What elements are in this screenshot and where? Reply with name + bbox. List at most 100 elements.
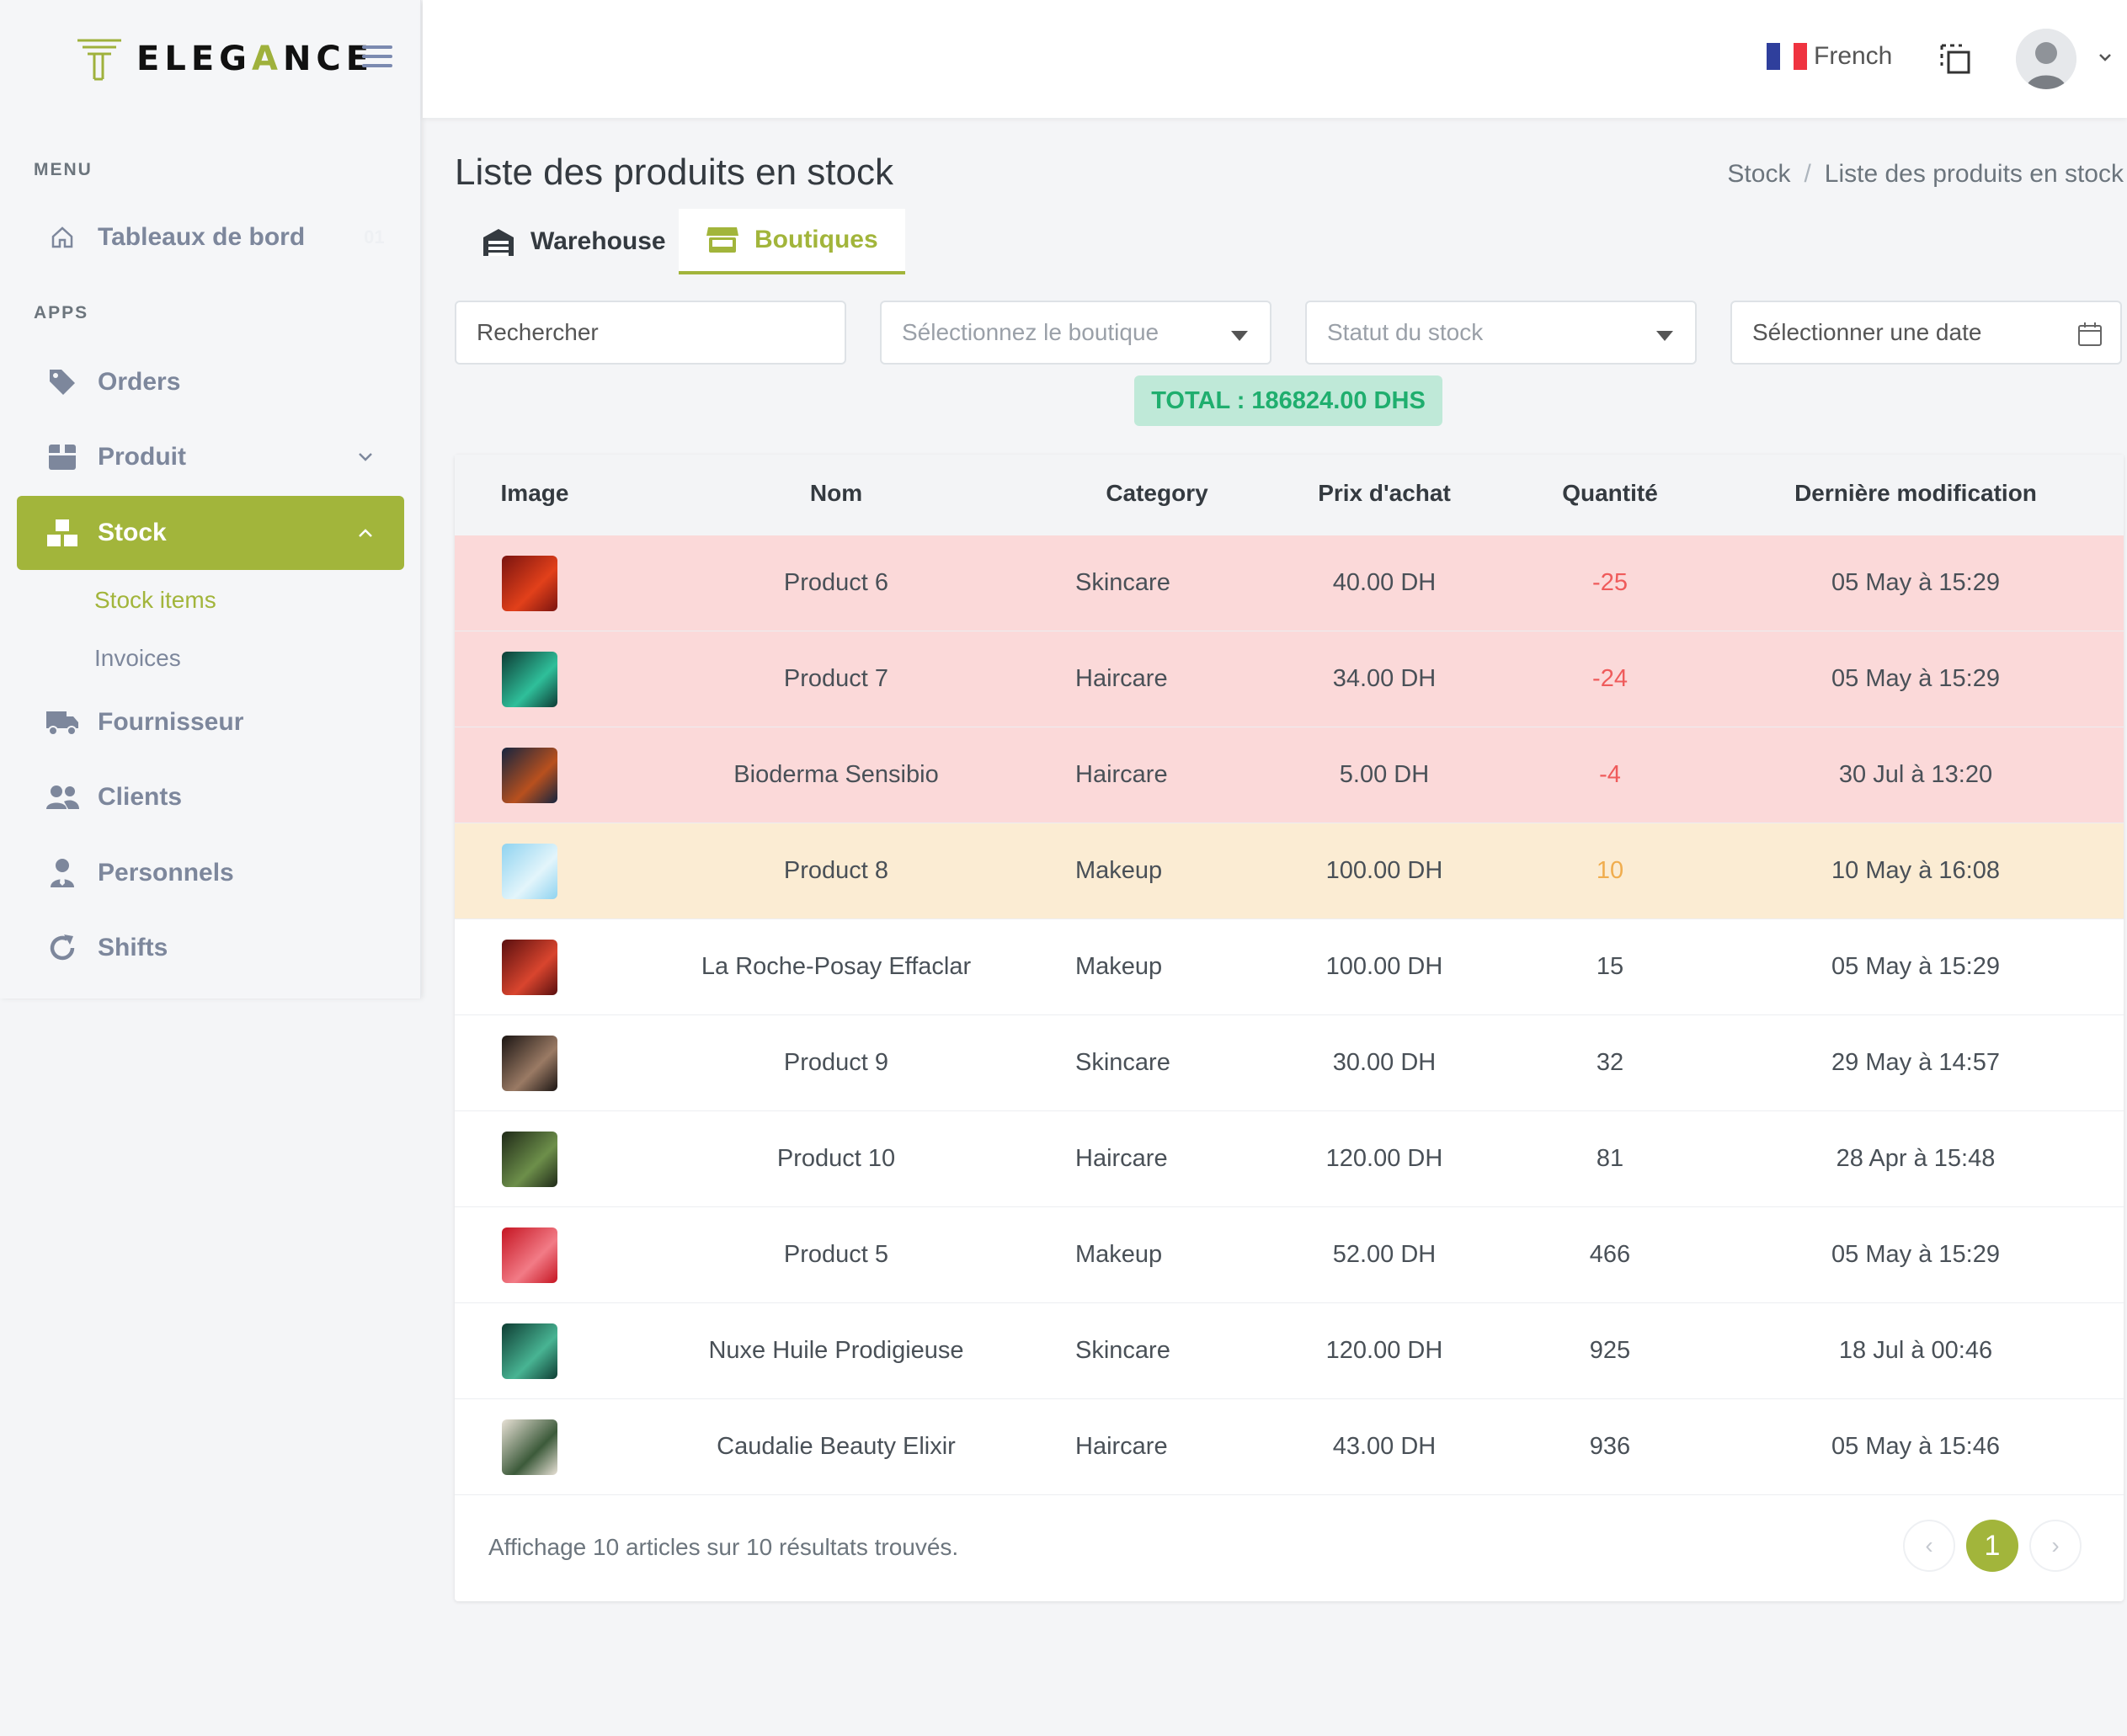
product-thumbnail	[502, 844, 557, 899]
table-row[interactable]: Product 8 Makeup 100.00 DH 10 10 May à 16:08	[455, 823, 2124, 919]
calendar-icon[interactable]	[2076, 321, 2103, 348]
store-icon	[706, 227, 738, 253]
pagination-page-1[interactable]: 1	[1966, 1520, 2018, 1572]
dashboard-badge: 01	[364, 226, 385, 248]
product-name: Product 7	[783, 665, 889, 692]
pagination-next-button[interactable]: ›	[2029, 1520, 2082, 1572]
product-last-modified: 05 May à 15:29	[1831, 665, 2000, 692]
tab-warehouse[interactable]: Warehouse	[455, 209, 693, 274]
sidebar-item-label: Clients	[98, 783, 183, 811]
table-row[interactable]: Product 7 Haircare 34.00 DH -24 05 May à 15:…	[455, 631, 2124, 727]
sidebar-item-clients[interactable]: Clients	[17, 760, 404, 834]
product-quantity: 15	[1596, 953, 1624, 980]
boutique-select[interactable]: Sélectionnez le boutique	[880, 301, 1271, 365]
language-selector[interactable]: French	[1767, 42, 1892, 71]
warehouse-icon	[483, 229, 514, 256]
date-picker-input[interactable]: Sélectionner une date	[1730, 301, 2122, 365]
tab-label: Boutiques	[754, 226, 878, 253]
date-placeholder: Sélectionner une date	[1752, 319, 1982, 345]
search-input[interactable]: Rechercher	[455, 301, 846, 365]
boxes-icon	[45, 516, 79, 550]
product-name: Product 9	[783, 1049, 889, 1076]
chevron-down-icon	[359, 453, 372, 461]
tag-icon	[45, 365, 79, 399]
users-icon	[45, 780, 79, 814]
brand-logo-icon	[77, 39, 121, 81]
product-price: 34.00 DH	[1332, 665, 1437, 692]
breadcrumb-separator: /	[1804, 160, 1811, 188]
breadcrumb: Stock / Liste des produits en stock	[1727, 160, 2124, 189]
status-placeholder: Statut du stock	[1327, 319, 1484, 345]
product-name: Caudalie Beauty Elixir	[717, 1433, 956, 1460]
stock-status-select[interactable]: Statut du stock	[1305, 301, 1697, 365]
product-thumbnail	[502, 1323, 557, 1379]
product-last-modified: 05 May à 15:46	[1831, 1433, 2000, 1460]
user-avatar[interactable]	[2016, 29, 2076, 89]
product-category: Haircare	[1075, 1145, 1168, 1172]
product-name: La Roche-Posay Effaclar	[701, 953, 972, 980]
table-row[interactable]: Product 9 Skincare 30.00 DH 32 29 May à 14:5…	[455, 1015, 2124, 1111]
table-row[interactable]: Caudalie Beauty Elixir Haircare 43.00 DH 93…	[455, 1399, 2124, 1495]
table-row[interactable]: Product 10 Haircare 120.00 DH 81 28 Apr à 15…	[455, 1111, 2124, 1207]
sidebar-subitem-stock-items[interactable]: Stock items	[94, 587, 216, 613]
product-category: Makeup	[1075, 857, 1163, 884]
truck-icon	[45, 706, 79, 739]
sidebar-item-label: Fournisseur	[98, 708, 244, 736]
avatar-icon	[2016, 29, 2076, 89]
brand-logo[interactable]: ELEGANCE	[76, 34, 374, 84]
page-title: Liste des produits en stock	[455, 152, 893, 193]
product-category: Haircare	[1075, 1433, 1168, 1460]
product-price: 100.00 DH	[1325, 953, 1443, 980]
sidebar-item-fournisseur[interactable]: Fournisseur	[17, 685, 404, 759]
product-last-modified: 18 Jul à 00:46	[1838, 1337, 1993, 1364]
table-row[interactable]: Bioderma Sensibio Haircare 5.00 DH -4 30 Jul…	[455, 727, 2124, 823]
sidebar-item-label: Tableaux de bord	[98, 223, 306, 251]
pagination-prev-button[interactable]: ‹	[1903, 1520, 1955, 1572]
table-row[interactable]: Product 6 Skincare 40.00 DH -25 05 May à 15:…	[455, 535, 2124, 631]
france-flag-icon	[1767, 43, 1807, 70]
sidebar-item-shifts[interactable]: Shifts	[17, 911, 404, 985]
product-last-modified: 05 May à 15:29	[1831, 1241, 2000, 1268]
column-header-image: Image	[500, 480, 569, 506]
sidebar-item-orders[interactable]: Orders	[17, 345, 404, 419]
sidebar-item-personnels[interactable]: Personnels	[17, 836, 404, 910]
product-price: 30.00 DH	[1332, 1049, 1437, 1076]
product-last-modified: 10 May à 16:08	[1831, 857, 2000, 884]
product-category: Makeup	[1075, 1241, 1163, 1268]
column-header-nom: Nom	[809, 480, 863, 506]
product-category: Skincare	[1075, 1337, 1170, 1364]
sidebar-item-stock[interactable]: Stock	[17, 496, 404, 570]
redo-icon	[45, 931, 79, 965]
sidebar-item-produit[interactable]: Produit	[17, 420, 404, 494]
sidebar-item-dashboard[interactable]: Tableaux de bord 01	[17, 200, 404, 274]
product-name: Product 10	[776, 1145, 896, 1172]
table-row[interactable]: La Roche-Posay Effaclar Makeup 100.00 DH 15…	[455, 919, 2124, 1015]
breadcrumb-item-stock[interactable]: Stock	[1727, 160, 1791, 188]
product-quantity: -25	[1592, 569, 1628, 596]
table-row[interactable]: Nuxe Huile Prodigieuse Skincare 120.00 DH 9…	[455, 1303, 2124, 1399]
sidebar-item-label: Shifts	[98, 934, 168, 961]
product-thumbnail	[502, 1036, 557, 1091]
product-last-modified: 05 May à 15:29	[1831, 953, 2000, 980]
tab-boutiques[interactable]: Boutiques	[679, 209, 905, 274]
fullscreen-icon[interactable]	[1938, 42, 1972, 76]
menu-section-title: MENU	[34, 160, 93, 179]
product-price: 52.00 DH	[1332, 1241, 1437, 1268]
menu-toggle-icon[interactable]	[362, 45, 392, 71]
table-row[interactable]: Product 5 Makeup 52.00 DH 466 05 May à 15:29	[455, 1207, 2124, 1303]
product-price: 120.00 DH	[1325, 1337, 1443, 1364]
sidebar-item-label: Personnels	[98, 859, 234, 887]
product-name: Product 8	[783, 857, 889, 884]
column-header-category: Category	[1106, 480, 1208, 506]
table-header: Image Nom Category Prix d'achat Quantité Dern…	[455, 455, 2124, 535]
product-name: Nuxe Huile Prodigieuse	[708, 1337, 964, 1364]
sidebar-subitem-invoices[interactable]: Invoices	[94, 645, 181, 671]
sidebar-item-label: Produit	[98, 443, 186, 471]
product-quantity: -4	[1599, 761, 1621, 788]
product-quantity: 81	[1596, 1145, 1624, 1172]
search-placeholder: Rechercher	[477, 319, 599, 345]
product-thumbnail	[502, 940, 557, 995]
chevron-up-icon	[359, 529, 372, 537]
pagination-summary: Affichage 10 articles sur 10 résultats t…	[488, 1534, 959, 1560]
chevron-down-icon[interactable]	[2097, 49, 2114, 66]
